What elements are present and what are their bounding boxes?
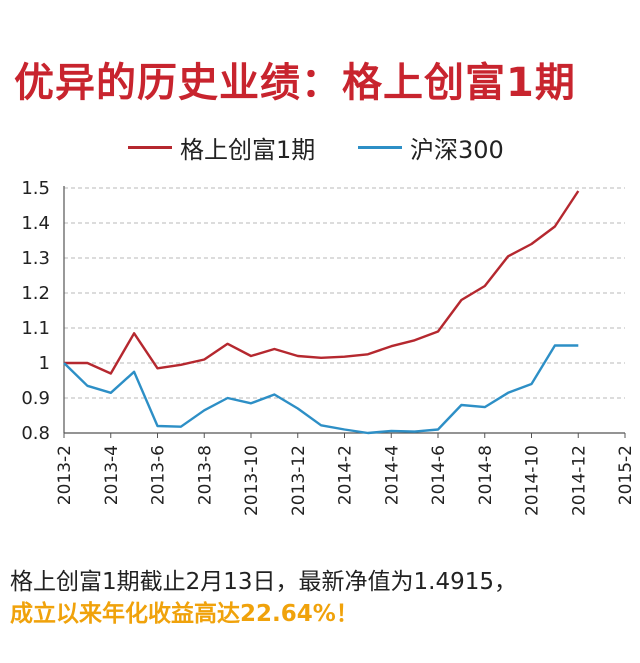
x-tick-label: 2013-4 [102, 445, 122, 505]
y-tick-label: 1.5 [21, 178, 50, 199]
x-tick-label: 2013-2 [55, 445, 75, 505]
x-tick-label: 2014-10 [523, 445, 543, 516]
x-tick-label: 2013-8 [195, 445, 215, 505]
legend-label-fund: 格上创富1期 [180, 136, 316, 164]
x-tick-label: 2014-6 [429, 445, 449, 505]
y-tick-label: 0.9 [21, 388, 50, 409]
x-tick-label: 2015-2 [616, 445, 636, 505]
legend-item-index: 沪深300 [358, 130, 504, 165]
x-tick-label: 2014-12 [569, 445, 589, 516]
legend-label-index: 沪深300 [410, 136, 504, 164]
legend-swatch-fund [128, 146, 172, 149]
x-tick-label: 2014-2 [336, 445, 356, 505]
x-tick-label: 2013-10 [242, 445, 262, 516]
y-tick-label: 1.3 [21, 248, 50, 269]
y-tick-label: 1.1 [21, 318, 50, 339]
x-tick-label: 2014-8 [476, 445, 496, 505]
x-tick-label: 2013-12 [289, 445, 309, 516]
y-tick-label: 1.4 [21, 213, 50, 234]
y-tick-label: 1.2 [21, 283, 50, 304]
nav-summary-text: 格上创富1期截止2月13日，最新净值为1.4915， [10, 569, 518, 595]
legend-swatch-index [358, 146, 402, 149]
series-line-fund [64, 190, 580, 375]
y-tick-label: 0.8 [21, 423, 50, 444]
return-highlight-text: 成立以来年化收益高达22.64%！ [10, 601, 359, 627]
page-title: 优异的历史业绩：格上创富1期 [14, 60, 576, 106]
series-line-index [63, 344, 579, 435]
chart-legend: 格上创富1期 沪深300 [0, 130, 640, 166]
line-chart: 0.8 0.9 1 1.1 1.2 1.3 1.4 1.5 2013-2 2013-4 2013-6… [21, 178, 636, 516]
x-tick-label: 2013-6 [149, 445, 169, 505]
y-tick-label: 1 [39, 353, 50, 374]
x-tick-label: 2014-4 [382, 445, 402, 505]
legend-item-fund: 格上创富1期 [128, 130, 315, 165]
